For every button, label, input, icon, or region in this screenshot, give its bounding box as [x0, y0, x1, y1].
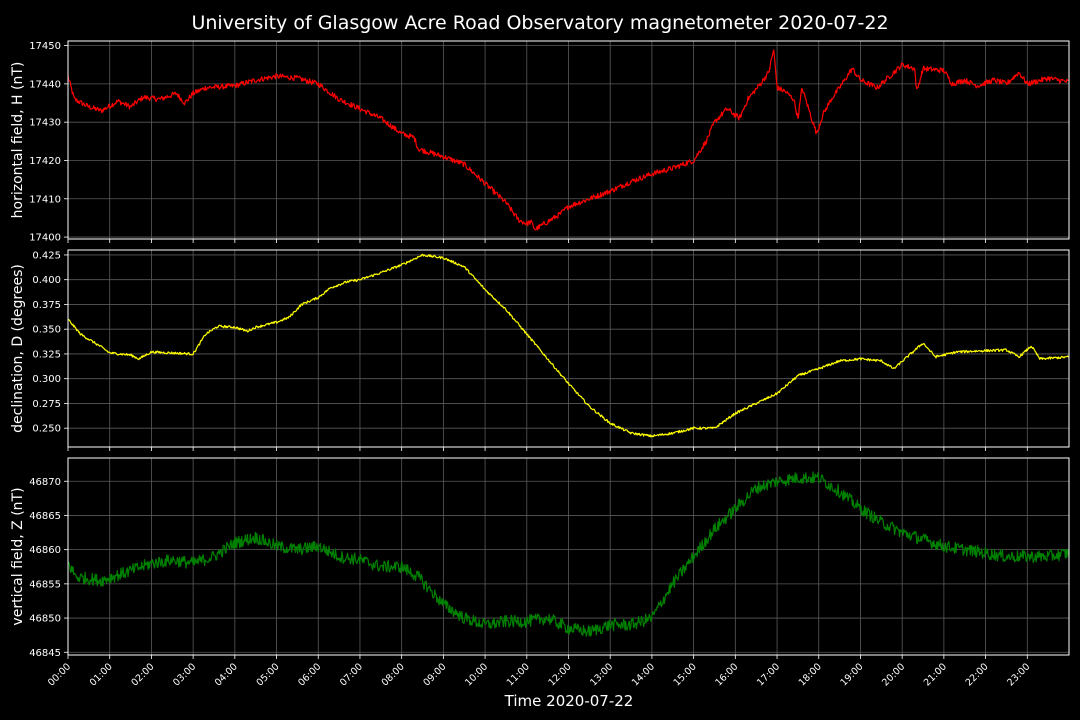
y-tick-label: 46870 — [29, 477, 61, 488]
y-tick-label: 0.375 — [32, 300, 61, 311]
y-axis-label: vertical field, Z (nT) — [10, 487, 26, 625]
y-tick-label: 17410 — [29, 194, 61, 205]
series-line — [67, 471, 1070, 637]
y-tick-label: 0.325 — [32, 349, 61, 360]
x-tick-label: 16:00 — [713, 661, 740, 688]
x-tick-label: 11:00 — [505, 661, 532, 688]
x-tick-label: 12:00 — [546, 661, 573, 688]
y-tick-label: 0.400 — [32, 275, 61, 286]
chart-panels: 17400 17410 17420 17430 17440 17450horizontal… — [10, 40, 1070, 688]
plot-frame — [67, 249, 1070, 448]
x-tick-label: 10:00 — [463, 661, 490, 688]
y-axis-label: declination, D (degrees) — [10, 264, 26, 433]
plot-frame — [67, 457, 1070, 656]
y-tick-label: 17450 — [29, 41, 61, 52]
x-tick-label: 09:00 — [421, 661, 448, 688]
x-tick-label: 14:00 — [630, 661, 657, 688]
x-tick-label: 19:00 — [838, 661, 865, 688]
y-tick-label: 46855 — [29, 579, 61, 590]
series-line — [67, 49, 1070, 231]
x-tick-label: 13:00 — [588, 661, 615, 688]
y-tick-label: 46860 — [29, 545, 61, 556]
y-tick-label: 0.300 — [32, 374, 61, 385]
chart-title: University of Glasgow Acre Road Observat… — [191, 12, 888, 34]
x-tick-label: 17:00 — [755, 661, 782, 688]
x-tick-label: 02:00 — [129, 661, 156, 688]
y-tick-label: 17420 — [29, 156, 61, 167]
y-tick-label: 46865 — [29, 511, 61, 522]
y-tick-label: 46850 — [29, 614, 61, 625]
x-axis-label: Time 2020-07-22 — [504, 692, 634, 710]
series-line — [67, 253, 1070, 438]
panel-1: 17400 17410 17420 17430 17440 17450horizontal… — [10, 40, 1070, 244]
plot-frame — [67, 40, 1070, 240]
x-tick-label: 20:00 — [880, 661, 907, 688]
y-tick-label: 0.425 — [32, 250, 61, 261]
panel-2: 0.250 0.275 0.300 0.325 0.350 0.375 0.400 0.425… — [10, 249, 1070, 451]
x-tick-label: 05:00 — [255, 661, 282, 688]
y-tick-label: 0.250 — [32, 424, 61, 435]
x-tick-label: 06:00 — [296, 661, 323, 688]
y-tick-label: 17400 — [29, 233, 61, 244]
x-tick-label: 21:00 — [922, 661, 949, 688]
x-tick-label: 08:00 — [380, 661, 407, 688]
y-axis-label: horizontal field, H (nT) — [10, 62, 26, 219]
y-tick-label: 46845 — [29, 648, 61, 659]
x-tick-label: 23:00 — [1005, 661, 1032, 688]
x-tick-label: 01:00 — [88, 661, 115, 688]
x-tick-label: 03:00 — [171, 661, 198, 688]
x-tick-label: 15:00 — [672, 661, 699, 688]
y-tick-label: 0.275 — [32, 399, 61, 410]
y-tick-label: 17430 — [29, 118, 61, 129]
y-tick-label: 0.350 — [32, 325, 61, 336]
x-tick-label: 07:00 — [338, 661, 365, 688]
y-tick-label: 17440 — [29, 79, 61, 90]
x-tick-label: 22:00 — [964, 661, 991, 688]
x-tick-label: 04:00 — [213, 661, 240, 688]
x-tick-label: 00:00 — [46, 661, 73, 688]
x-tick-label: 18:00 — [797, 661, 824, 688]
